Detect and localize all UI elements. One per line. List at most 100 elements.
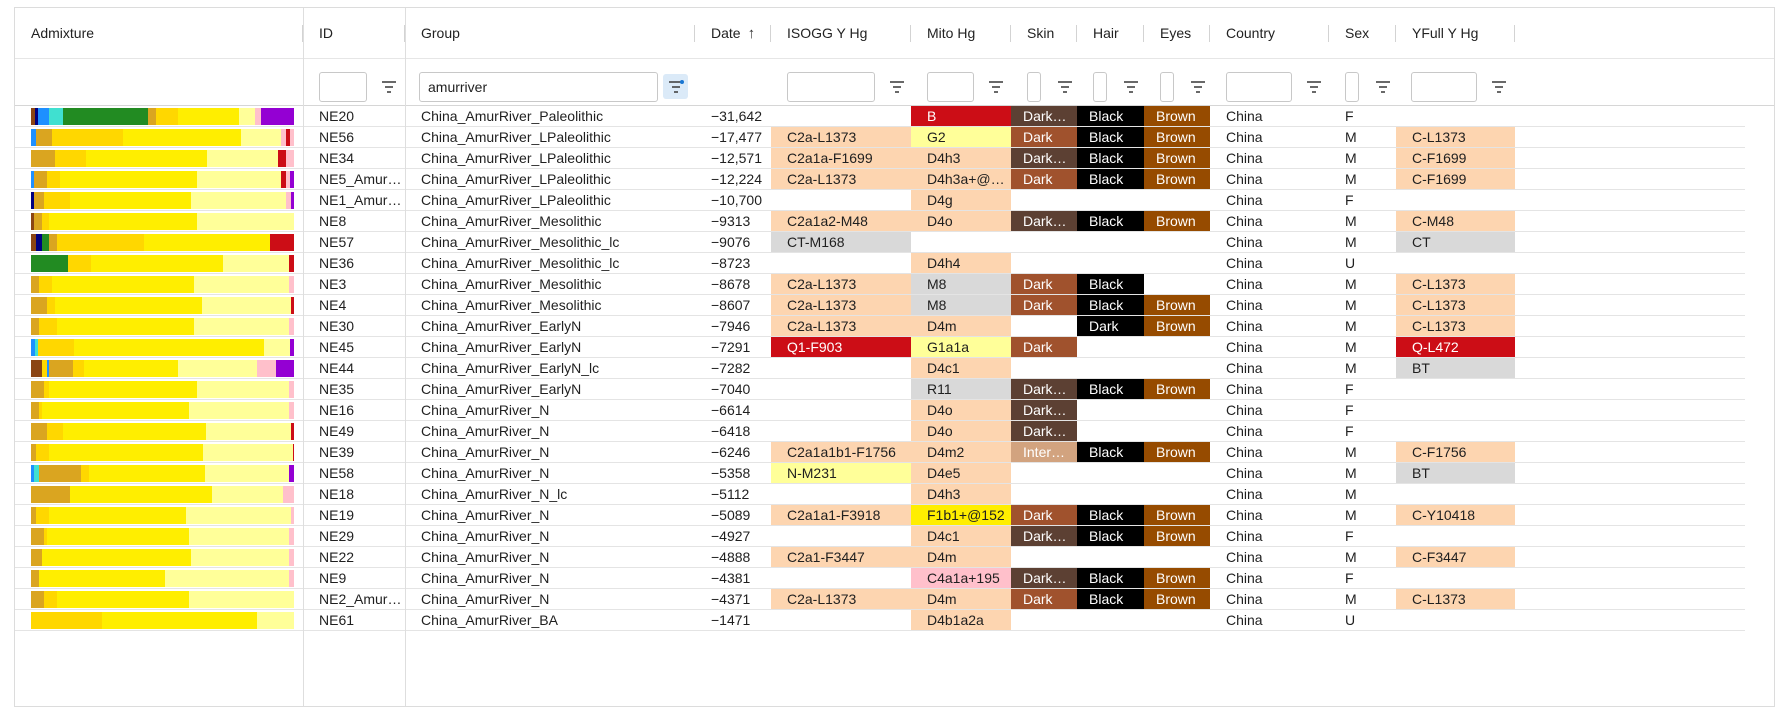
admixture-segment	[288, 528, 294, 545]
filter-icon[interactable]	[1306, 80, 1322, 94]
filter-icon[interactable]	[1190, 80, 1206, 94]
table-row[interactable]: NE16 China_AmurRiver_N −6614 D4o Dark… China F	[15, 400, 1745, 421]
table-row[interactable]: NE29 China_AmurRiver_N −4927 D4c1 Dark… Black…	[15, 526, 1745, 547]
column-resize-handle[interactable]	[302, 25, 303, 42]
filter-menu-button[interactable]	[663, 74, 688, 99]
column-resize-handle[interactable]	[910, 25, 911, 42]
filter-menu-button[interactable]	[1190, 77, 1212, 97]
cell-yfull-y-hg: C-L1373	[1396, 295, 1515, 315]
column-resize-handle[interactable]	[1395, 25, 1396, 42]
cell-skin: Dark	[1011, 127, 1077, 147]
column-header-isogg-y-hg[interactable]: ISOGG Y Hg	[771, 8, 911, 58]
table-row[interactable]: NE20 China_AmurRiver_Paleolithic −31,642 B D…	[15, 106, 1745, 127]
admixture-segment	[291, 423, 294, 440]
filter-icon[interactable]	[1123, 80, 1139, 94]
filter-input-hair[interactable]	[1093, 72, 1107, 102]
table-row[interactable]: NE18 China_AmurRiver_N_lc −5112 D4h3 China M	[15, 484, 1745, 505]
filter-menu-button[interactable]	[1057, 77, 1079, 97]
admixture-bar	[31, 465, 294, 482]
column-header-yfull-y-hg[interactable]: YFull Y Hg	[1396, 8, 1515, 58]
column-resize-handle[interactable]	[770, 25, 771, 42]
admixture-bar	[31, 486, 294, 503]
table-row[interactable]: NE49 China_AmurRiver_N −6418 D4o Dark… China F	[15, 421, 1745, 442]
filter-menu-button[interactable]	[889, 77, 911, 97]
table-row[interactable]: NE39 China_AmurRiver_N −6246 C2a1a1b1-F1756…	[15, 442, 1745, 463]
filter-menu-button[interactable]	[988, 77, 1010, 97]
table-row[interactable]: NE61 China_AmurRiver_BA −1471 D4b1a2a China U	[15, 610, 1745, 631]
admixture-segment	[57, 318, 195, 335]
admixture-segment	[33, 171, 47, 188]
filter-input-eyes[interactable]	[1160, 72, 1174, 102]
admixture-segment	[257, 612, 294, 629]
filter-icon[interactable]	[889, 80, 905, 94]
column-header-mito-hg[interactable]: Mito Hg	[911, 8, 1011, 58]
filter-input-sex[interactable]	[1345, 72, 1359, 102]
filter-menu-button[interactable]	[1306, 77, 1328, 97]
filter-input-group[interactable]	[419, 72, 658, 102]
column-header-admixture[interactable]: Admixture	[15, 8, 303, 58]
column-header-eyes[interactable]: Eyes	[1144, 8, 1210, 58]
column-resize-handle[interactable]	[1514, 25, 1515, 42]
table-row[interactable]: NE5_Amur… China_AmurRiver_LPaleolithic −12…	[15, 169, 1745, 190]
column-header-group[interactable]: Group	[405, 8, 695, 58]
table-row[interactable]: NE36 China_AmurRiver_Mesolithic_lc −8723 D4…	[15, 253, 1745, 274]
cell-eyes	[1144, 463, 1210, 483]
column-resize-handle[interactable]	[694, 25, 695, 42]
table-row[interactable]: NE30 China_AmurRiver_EarlyN −7946 C2a-L1373…	[15, 316, 1745, 337]
column-resize-handle[interactable]	[404, 25, 405, 42]
cell-skin: Dark…	[1011, 148, 1077, 168]
cell-eyes: Brown	[1144, 379, 1210, 399]
table-row[interactable]: NE3 China_AmurRiver_Mesolithic −8678 C2a-L1…	[15, 274, 1745, 295]
table-row[interactable]: NE44 China_AmurRiver_EarlyN_lc −7282 D4c1 Ch…	[15, 358, 1745, 379]
table-row[interactable]: NE8 China_AmurRiver_Mesolithic −9313 C2a1a2…	[15, 211, 1745, 232]
column-header-hair[interactable]: Hair	[1077, 8, 1144, 58]
table-row[interactable]: NE1_Amur… China_AmurRiver_LPaleolithic −10…	[15, 190, 1745, 211]
cell-sex: F	[1345, 570, 1354, 586]
table-row[interactable]: NE2_Amur… China_AmurRiver_N −4371 C2a-L1373…	[15, 589, 1745, 610]
filter-menu-button[interactable]	[381, 77, 403, 97]
table-row[interactable]: NE56 China_AmurRiver_LPaleolithic −17,477 C…	[15, 127, 1745, 148]
cell-id: NE19	[319, 507, 355, 523]
table-row[interactable]: NE22 China_AmurRiver_N −4888 C2a1-F3447 D4m C…	[15, 547, 1745, 568]
table-row[interactable]: NE34 China_AmurRiver_LPaleolithic −12,571 C…	[15, 148, 1745, 169]
filter-input-yfull-y-hg[interactable]	[1411, 72, 1477, 102]
table-row[interactable]: NE4 China_AmurRiver_Mesolithic −8607 C2a-L1…	[15, 295, 1745, 316]
arrow-up-icon[interactable]: ↑	[747, 25, 756, 42]
table-row[interactable]: NE9 China_AmurRiver_N −4381 C4a1a+195 Dark… B…	[15, 568, 1745, 589]
table-row[interactable]: NE35 China_AmurRiver_EarlyN −7040 R11 Dark… B…	[15, 379, 1745, 400]
filter-input-country[interactable]	[1226, 72, 1292, 102]
cell-id: NE1_Amur…	[319, 192, 402, 208]
filter-icon[interactable]	[1375, 80, 1391, 94]
admixture-segment	[194, 318, 289, 335]
filter-menu-button[interactable]	[1375, 77, 1397, 97]
column-resize-handle[interactable]	[1010, 25, 1011, 42]
column-header-skin[interactable]: Skin	[1011, 8, 1077, 58]
column-resize-handle[interactable]	[1209, 25, 1210, 42]
filter-input-mito-hg[interactable]	[927, 72, 974, 102]
filter-icon[interactable]	[1057, 80, 1073, 94]
cell-date: −7946	[711, 318, 751, 334]
filter-icon[interactable]	[1491, 80, 1507, 94]
filter-menu-button[interactable]	[1491, 77, 1513, 97]
cell-isogg-y-hg: C2a-L1373	[771, 127, 911, 147]
filter-active-icon[interactable]	[668, 80, 684, 94]
filter-icon[interactable]	[988, 80, 1004, 94]
filter-input-skin[interactable]	[1027, 72, 1041, 102]
column-resize-handle[interactable]	[1328, 25, 1329, 42]
column-header-sex[interactable]: Sex	[1329, 8, 1396, 58]
column-resize-handle[interactable]	[1143, 25, 1144, 42]
table-row[interactable]: NE19 China_AmurRiver_N −5089 C2a1a1-F3918 F1…	[15, 505, 1745, 526]
table-row[interactable]: NE58 China_AmurRiver_N −5358 N-M231 D4e5 Chin…	[15, 463, 1745, 484]
table-row[interactable]: NE57 China_AmurRiver_Mesolithic_lc −9076 CT…	[15, 232, 1745, 253]
table-row[interactable]: NE45 China_AmurRiver_EarlyN −7291 Q1-F903 G1…	[15, 337, 1745, 358]
column-resize-handle[interactable]	[1076, 25, 1077, 42]
filter-icon[interactable]	[381, 80, 397, 94]
column-header-id[interactable]: ID	[303, 8, 405, 58]
filter-input-isogg-y-hg[interactable]	[787, 72, 875, 102]
column-header-country[interactable]: Country	[1210, 8, 1329, 58]
filter-menu-button[interactable]	[1123, 77, 1145, 97]
cell-country: China	[1226, 528, 1263, 544]
filter-input-id[interactable]	[319, 72, 367, 102]
cell-eyes: Brown	[1144, 526, 1210, 546]
column-header-date[interactable]: Date ↑	[695, 8, 771, 58]
